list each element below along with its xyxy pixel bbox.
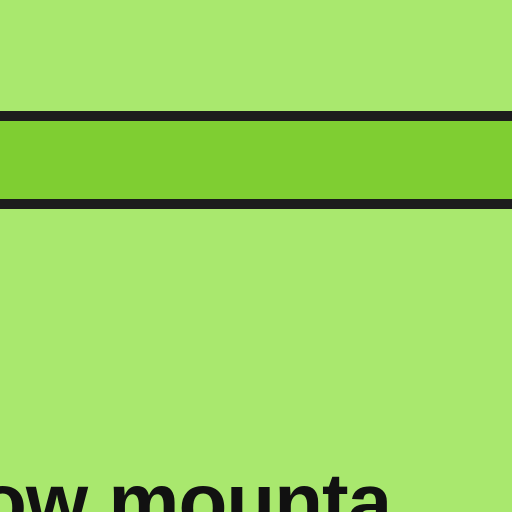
green-header-band	[0, 121, 512, 199]
band-bottom-rule	[0, 199, 512, 209]
band-top-rule	[0, 111, 512, 121]
heading-viewport: ow mounta	[0, 440, 512, 512]
partial-heading-text: ow mounta	[0, 457, 392, 512]
